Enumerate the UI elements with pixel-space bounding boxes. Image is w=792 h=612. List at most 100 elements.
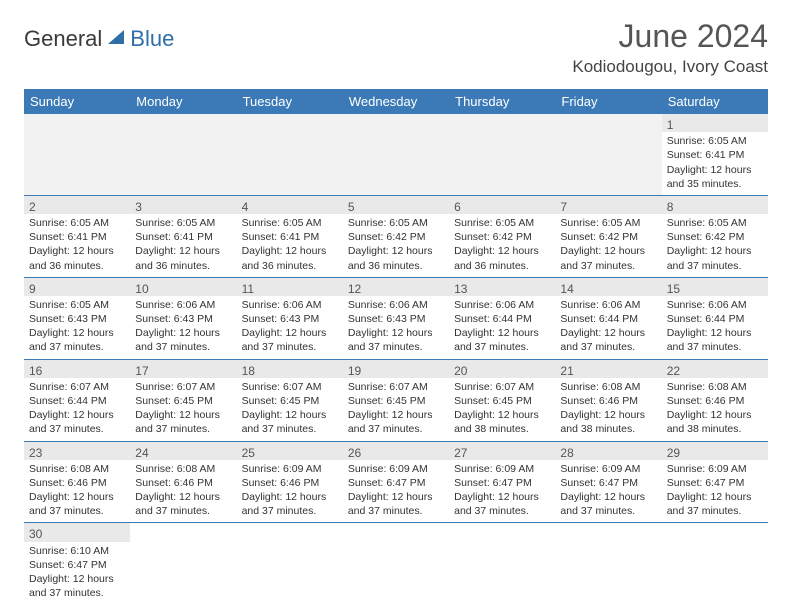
day-details: Sunrise: 6:08 AMSunset: 6:46 PMDaylight:… (555, 378, 661, 441)
day-number: 1 (667, 117, 763, 133)
calendar-cell (237, 114, 343, 195)
calendar-cell: 9Sunrise: 6:05 AMSunset: 6:43 PMDaylight… (24, 277, 130, 359)
calendar-cell: 13Sunrise: 6:06 AMSunset: 6:44 PMDayligh… (449, 277, 555, 359)
weekday-header: Thursday (449, 89, 555, 114)
day-number: 15 (667, 281, 763, 297)
day-number: 3 (135, 199, 231, 215)
calendar-cell: 5Sunrise: 6:05 AMSunset: 6:42 PMDaylight… (343, 195, 449, 277)
calendar-cell (24, 114, 130, 195)
calendar-cell: 21Sunrise: 6:08 AMSunset: 6:46 PMDayligh… (555, 359, 661, 441)
calendar-cell: 16Sunrise: 6:07 AMSunset: 6:44 PMDayligh… (24, 359, 130, 441)
day-details: Sunrise: 6:09 AMSunset: 6:47 PMDaylight:… (343, 460, 449, 523)
day-number: 29 (667, 445, 763, 461)
weekday-header: Wednesday (343, 89, 449, 114)
page-header: General Blue June 2024 Kodiodougou, Ivor… (24, 18, 768, 77)
day-number: 4 (242, 199, 338, 215)
calendar-table: SundayMondayTuesdayWednesdayThursdayFrid… (24, 89, 768, 604)
calendar-cell: 29Sunrise: 6:09 AMSunset: 6:47 PMDayligh… (662, 441, 768, 523)
day-details: Sunrise: 6:06 AMSunset: 6:44 PMDaylight:… (449, 296, 555, 359)
day-number: 30 (29, 526, 125, 542)
day-details: Sunrise: 6:07 AMSunset: 6:45 PMDaylight:… (449, 378, 555, 441)
day-details: Sunrise: 6:05 AMSunset: 6:41 PMDaylight:… (662, 132, 768, 195)
calendar-cell: 23Sunrise: 6:08 AMSunset: 6:46 PMDayligh… (24, 441, 130, 523)
day-number: 11 (242, 281, 338, 297)
day-number: 26 (348, 445, 444, 461)
calendar-cell (237, 523, 343, 604)
logo-sail-icon (106, 27, 128, 52)
day-number: 10 (135, 281, 231, 297)
day-number: 13 (454, 281, 550, 297)
day-details: Sunrise: 6:07 AMSunset: 6:45 PMDaylight:… (130, 378, 236, 441)
day-number: 27 (454, 445, 550, 461)
day-details: Sunrise: 6:09 AMSunset: 6:46 PMDaylight:… (237, 460, 343, 523)
weekday-header: Saturday (662, 89, 768, 114)
day-details: Sunrise: 6:09 AMSunset: 6:47 PMDaylight:… (555, 460, 661, 523)
day-details: Sunrise: 6:10 AMSunset: 6:47 PMDaylight:… (24, 542, 130, 605)
weekday-header: Tuesday (237, 89, 343, 114)
day-number: 19 (348, 363, 444, 379)
calendar-week: 9Sunrise: 6:05 AMSunset: 6:43 PMDaylight… (24, 277, 768, 359)
calendar-cell: 7Sunrise: 6:05 AMSunset: 6:42 PMDaylight… (555, 195, 661, 277)
day-details: Sunrise: 6:07 AMSunset: 6:45 PMDaylight:… (237, 378, 343, 441)
day-details: Sunrise: 6:07 AMSunset: 6:45 PMDaylight:… (343, 378, 449, 441)
day-details: Sunrise: 6:05 AMSunset: 6:42 PMDaylight:… (343, 214, 449, 277)
day-number: 2 (29, 199, 125, 215)
calendar-cell (343, 114, 449, 195)
calendar-cell: 15Sunrise: 6:06 AMSunset: 6:44 PMDayligh… (662, 277, 768, 359)
weekday-header: Friday (555, 89, 661, 114)
calendar-week: 16Sunrise: 6:07 AMSunset: 6:44 PMDayligh… (24, 359, 768, 441)
day-number: 24 (135, 445, 231, 461)
calendar-cell: 25Sunrise: 6:09 AMSunset: 6:46 PMDayligh… (237, 441, 343, 523)
day-details: Sunrise: 6:05 AMSunset: 6:41 PMDaylight:… (24, 214, 130, 277)
calendar-cell: 8Sunrise: 6:05 AMSunset: 6:42 PMDaylight… (662, 195, 768, 277)
day-details: Sunrise: 6:05 AMSunset: 6:41 PMDaylight:… (130, 214, 236, 277)
logo-text-general: General (24, 26, 102, 52)
calendar-cell: 24Sunrise: 6:08 AMSunset: 6:46 PMDayligh… (130, 441, 236, 523)
day-number: 5 (348, 199, 444, 215)
calendar-cell (130, 523, 236, 604)
day-details: Sunrise: 6:05 AMSunset: 6:41 PMDaylight:… (237, 214, 343, 277)
calendar-cell: 30Sunrise: 6:10 AMSunset: 6:47 PMDayligh… (24, 523, 130, 604)
day-number: 21 (560, 363, 656, 379)
day-number: 14 (560, 281, 656, 297)
weekday-header: Monday (130, 89, 236, 114)
calendar-cell: 2Sunrise: 6:05 AMSunset: 6:41 PMDaylight… (24, 195, 130, 277)
calendar-cell (130, 114, 236, 195)
calendar-week: 30Sunrise: 6:10 AMSunset: 6:47 PMDayligh… (24, 523, 768, 604)
day-number: 18 (242, 363, 338, 379)
day-details: Sunrise: 6:08 AMSunset: 6:46 PMDaylight:… (662, 378, 768, 441)
day-details: Sunrise: 6:06 AMSunset: 6:44 PMDaylight:… (662, 296, 768, 359)
calendar-cell: 20Sunrise: 6:07 AMSunset: 6:45 PMDayligh… (449, 359, 555, 441)
day-details: Sunrise: 6:05 AMSunset: 6:42 PMDaylight:… (662, 214, 768, 277)
title-block: June 2024 Kodiodougou, Ivory Coast (572, 18, 768, 77)
day-number: 7 (560, 199, 656, 215)
day-details: Sunrise: 6:05 AMSunset: 6:43 PMDaylight:… (24, 296, 130, 359)
calendar-cell: 19Sunrise: 6:07 AMSunset: 6:45 PMDayligh… (343, 359, 449, 441)
day-details: Sunrise: 6:05 AMSunset: 6:42 PMDaylight:… (555, 214, 661, 277)
day-number: 25 (242, 445, 338, 461)
calendar-cell: 3Sunrise: 6:05 AMSunset: 6:41 PMDaylight… (130, 195, 236, 277)
day-number: 8 (667, 199, 763, 215)
calendar-cell (343, 523, 449, 604)
day-details: Sunrise: 6:09 AMSunset: 6:47 PMDaylight:… (449, 460, 555, 523)
day-details: Sunrise: 6:08 AMSunset: 6:46 PMDaylight:… (130, 460, 236, 523)
day-number: 9 (29, 281, 125, 297)
calendar-cell: 4Sunrise: 6:05 AMSunset: 6:41 PMDaylight… (237, 195, 343, 277)
day-number: 28 (560, 445, 656, 461)
calendar-body: 1Sunrise: 6:05 AMSunset: 6:41 PMDaylight… (24, 114, 768, 604)
weekday-header-row: SundayMondayTuesdayWednesdayThursdayFrid… (24, 89, 768, 114)
day-number: 16 (29, 363, 125, 379)
calendar-cell: 1Sunrise: 6:05 AMSunset: 6:41 PMDaylight… (662, 114, 768, 195)
calendar-cell (662, 523, 768, 604)
calendar-week: 2Sunrise: 6:05 AMSunset: 6:41 PMDaylight… (24, 195, 768, 277)
day-number: 22 (667, 363, 763, 379)
day-number: 17 (135, 363, 231, 379)
day-details: Sunrise: 6:06 AMSunset: 6:43 PMDaylight:… (343, 296, 449, 359)
calendar-cell: 18Sunrise: 6:07 AMSunset: 6:45 PMDayligh… (237, 359, 343, 441)
calendar-cell (555, 523, 661, 604)
month-title: June 2024 (572, 18, 768, 55)
day-number: 12 (348, 281, 444, 297)
calendar-cell: 26Sunrise: 6:09 AMSunset: 6:47 PMDayligh… (343, 441, 449, 523)
day-number: 6 (454, 199, 550, 215)
day-details: Sunrise: 6:07 AMSunset: 6:44 PMDaylight:… (24, 378, 130, 441)
